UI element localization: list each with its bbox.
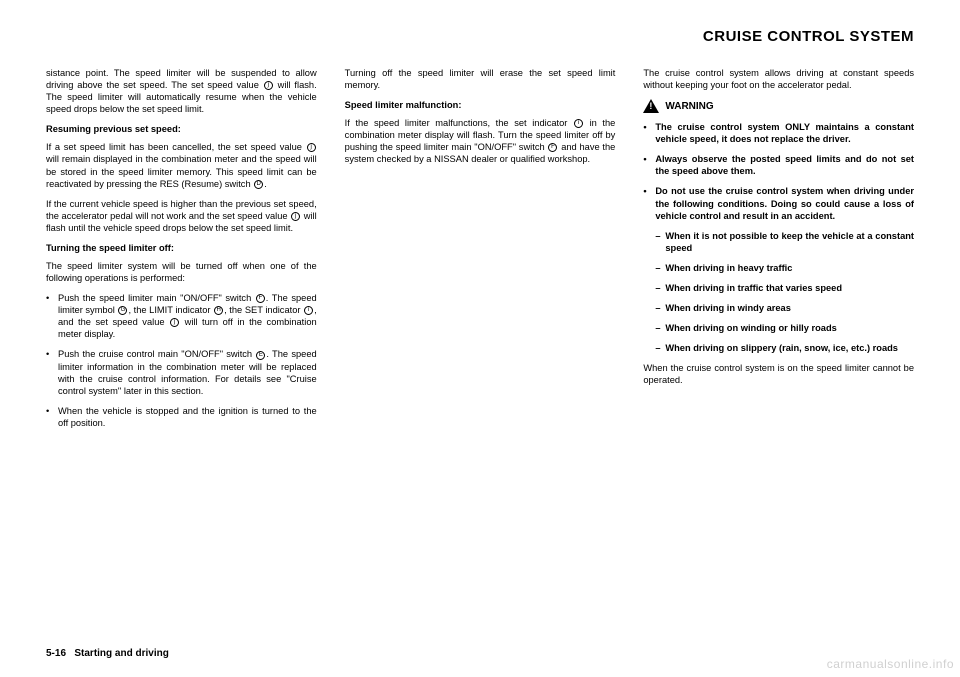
circle-icon: G xyxy=(118,306,127,315)
bullet-item: Push the cruise control main "ON/OFF" sw… xyxy=(46,348,317,396)
dash-item: When driving in heavy traffic xyxy=(643,262,914,274)
dash-item: When driving in traffic that varies spee… xyxy=(643,282,914,294)
subheading: Turning the speed limiter off: xyxy=(46,242,317,254)
circle-icon: j xyxy=(307,143,316,152)
watermark: carmanualsonline.info xyxy=(827,657,954,671)
warning-label: WARNING xyxy=(665,100,713,113)
content-columns: sistance point. The speed limiter will b… xyxy=(46,67,914,437)
circle-icon: j xyxy=(170,318,179,327)
bullet-item: When the vehicle is stopped and the igni… xyxy=(46,405,317,429)
subheading: Resuming previous set speed: xyxy=(46,123,317,135)
bullet-item: Push the speed limiter main "ON/OFF" swi… xyxy=(46,292,317,340)
circle-icon: E xyxy=(256,351,265,360)
subheading: Speed limiter malfunction: xyxy=(345,99,616,111)
circle-icon: D xyxy=(254,180,263,189)
circle-icon: j xyxy=(264,81,273,90)
warning-row: WARNING xyxy=(643,99,914,113)
para: If the speed limiter malfunctions, the s… xyxy=(345,117,616,165)
para: The cruise control system allows driving… xyxy=(643,67,914,91)
para: sistance point. The speed limiter will b… xyxy=(46,67,317,115)
warning-icon xyxy=(643,99,659,113)
column-2: Turning off the speed limiter will erase… xyxy=(345,67,616,437)
dash-item: When it is not possible to keep the vehi… xyxy=(643,230,914,254)
dash-item: When driving on slippery (rain, snow, ic… xyxy=(643,342,914,354)
section-name: Starting and driving xyxy=(74,648,168,659)
circle-icon: i xyxy=(574,119,583,128)
page-footer: 5-16 Starting and driving xyxy=(46,648,169,659)
circle-icon: F xyxy=(256,294,265,303)
para: When the cruise control system is on the… xyxy=(643,362,914,386)
header-title: CRUISE CONTROL SYSTEM xyxy=(703,28,914,45)
para: Turning off the speed limiter will erase… xyxy=(345,67,616,91)
circle-icon: j xyxy=(291,212,300,221)
bullet-item: Always observe the posted speed limits a… xyxy=(643,153,914,177)
page-number: 5-16 xyxy=(46,648,66,659)
bullet-item: Do not use the cruise control system whe… xyxy=(643,185,914,221)
para: The speed limiter system will be turned … xyxy=(46,260,317,284)
bullet-item: The cruise control system ONLY maintains… xyxy=(643,121,914,145)
circle-icon: H xyxy=(214,306,223,315)
dash-item: When driving in windy areas xyxy=(643,302,914,314)
circle-icon: F xyxy=(548,143,557,152)
para: If the current vehicle speed is higher t… xyxy=(46,198,317,234)
page-header: CRUISE CONTROL SYSTEM xyxy=(46,28,914,45)
column-1: sistance point. The speed limiter will b… xyxy=(46,67,317,437)
column-3: The cruise control system allows driving… xyxy=(643,67,914,437)
manual-page: CRUISE CONTROL SYSTEM sistance point. Th… xyxy=(0,0,960,677)
dash-item: When driving on winding or hilly roads xyxy=(643,322,914,334)
para: If a set speed limit has been cancelled,… xyxy=(46,141,317,189)
circle-icon: i xyxy=(304,306,313,315)
